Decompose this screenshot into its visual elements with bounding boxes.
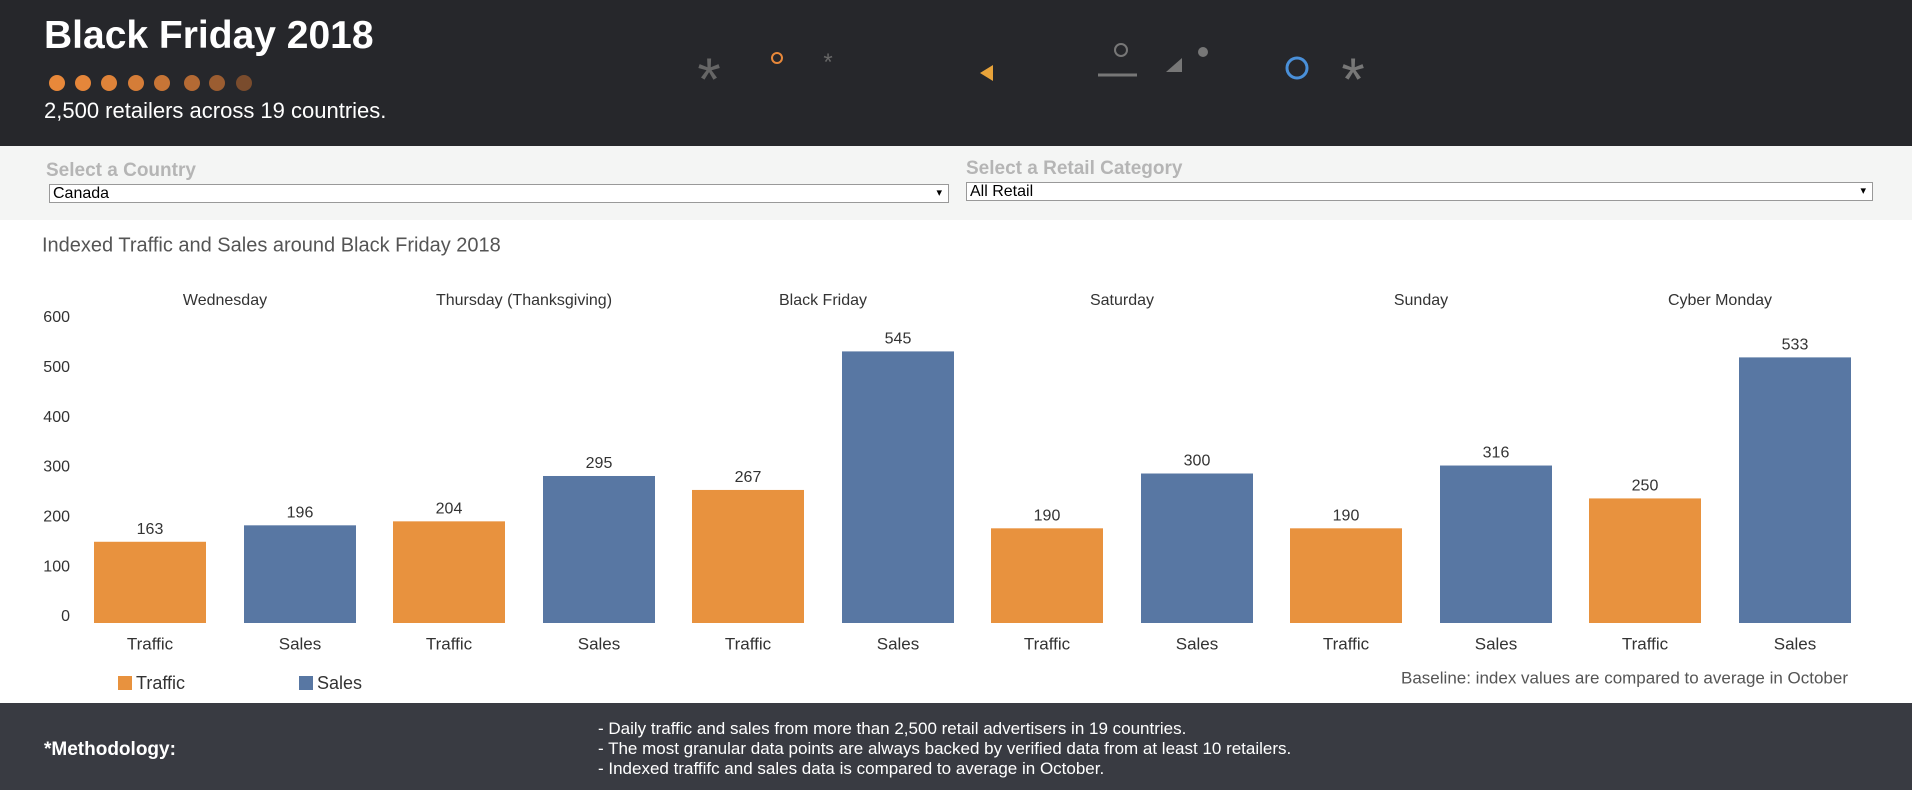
y-tick-label: 300 xyxy=(43,459,70,476)
y-tick-label: 500 xyxy=(43,359,70,376)
x-tick-label: Sales xyxy=(279,634,322,653)
day-label: Cyber Monday xyxy=(1668,292,1772,309)
x-tick-label: Traffic xyxy=(127,634,174,653)
methodology-label: *Methodology: xyxy=(44,739,176,760)
x-tick-label: Sales xyxy=(1475,634,1518,653)
day-label: Saturday xyxy=(1090,292,1154,309)
x-tick-label: Traffic xyxy=(1024,634,1071,653)
x-tick-label: Traffic xyxy=(725,634,772,653)
footer: *Methodology: - Daily traffic and sales … xyxy=(0,703,1912,790)
x-tick-label: Sales xyxy=(578,634,621,653)
bar xyxy=(393,521,505,623)
svg-text:*: * xyxy=(697,46,720,113)
bar xyxy=(94,541,206,623)
data-label: 204 xyxy=(436,501,463,518)
legend-swatch xyxy=(118,676,132,690)
filter-label: Select a Retail Category xyxy=(966,158,1183,179)
day-label: Sunday xyxy=(1394,292,1448,309)
bar xyxy=(244,525,356,623)
y-tick-label: 200 xyxy=(43,509,70,526)
day-label: Thursday (Thanksgiving) xyxy=(436,292,612,309)
subtitle: 2,500 retailers across 19 countries. xyxy=(44,98,387,123)
data-label: 190 xyxy=(1333,508,1360,525)
y-tick-label: 100 xyxy=(43,558,70,575)
legend-label: Sales xyxy=(317,673,362,693)
country-dropdown[interactable]: Canada xyxy=(49,184,949,203)
data-label: 545 xyxy=(885,331,912,348)
svg-text:*: * xyxy=(1341,46,1364,113)
filter-label: Select a Country xyxy=(46,160,196,181)
y-tick-label: 400 xyxy=(43,409,70,426)
y-tick-label: 0 xyxy=(61,608,70,625)
methodology-line: - The most granular data points are alwa… xyxy=(598,739,1292,758)
data-label: 316 xyxy=(1483,445,1510,462)
header-decor: * * * xyxy=(49,43,1365,113)
bar xyxy=(842,351,954,623)
chart-title: Indexed Traffic and Sales around Black F… xyxy=(42,234,501,256)
data-label: 267 xyxy=(735,469,762,486)
chart: Indexed Traffic and Sales around Black F… xyxy=(42,234,1851,693)
bar xyxy=(991,528,1103,623)
day-label: Wednesday xyxy=(183,292,267,309)
title: Black Friday 2018 xyxy=(44,14,374,57)
data-label: 250 xyxy=(1632,478,1659,495)
x-tick-label: Traffic xyxy=(426,634,473,653)
x-tick-label: Sales xyxy=(877,634,920,653)
bar xyxy=(1290,528,1402,623)
day-label: Black Friday xyxy=(779,292,867,309)
legend-swatch xyxy=(299,676,313,690)
svg-text:*: * xyxy=(823,49,832,76)
data-label: 533 xyxy=(1782,337,1809,354)
legend-label: Traffic xyxy=(136,673,185,693)
filter-bar: Select a Country Canada Select a Retail … xyxy=(0,146,1912,220)
chart-note: Baseline: index values are compared to a… xyxy=(1401,668,1848,687)
category-dropdown[interactable]: All Retail xyxy=(966,182,1873,201)
x-tick-label: Sales xyxy=(1774,634,1817,653)
x-tick-label: Traffic xyxy=(1622,634,1669,653)
bar xyxy=(1141,473,1253,623)
data-label: 163 xyxy=(137,521,164,538)
bar xyxy=(692,489,804,623)
bar xyxy=(1440,465,1552,623)
bar xyxy=(1739,357,1851,623)
data-label: 196 xyxy=(287,505,314,522)
x-tick-label: Traffic xyxy=(1323,634,1370,653)
header: Black Friday 2018 * * * 2,500 retailers … xyxy=(0,0,1912,146)
y-tick-label: 600 xyxy=(43,309,70,326)
x-tick-label: Sales xyxy=(1176,634,1219,653)
data-label: 190 xyxy=(1034,508,1061,525)
bar xyxy=(543,475,655,623)
bar xyxy=(1589,498,1701,623)
data-label: 295 xyxy=(586,455,613,472)
methodology-line: - Indexed traffifc and sales data is com… xyxy=(598,759,1105,778)
methodology-line: - Daily traffic and sales from more than… xyxy=(598,719,1187,738)
data-label: 300 xyxy=(1184,453,1211,470)
